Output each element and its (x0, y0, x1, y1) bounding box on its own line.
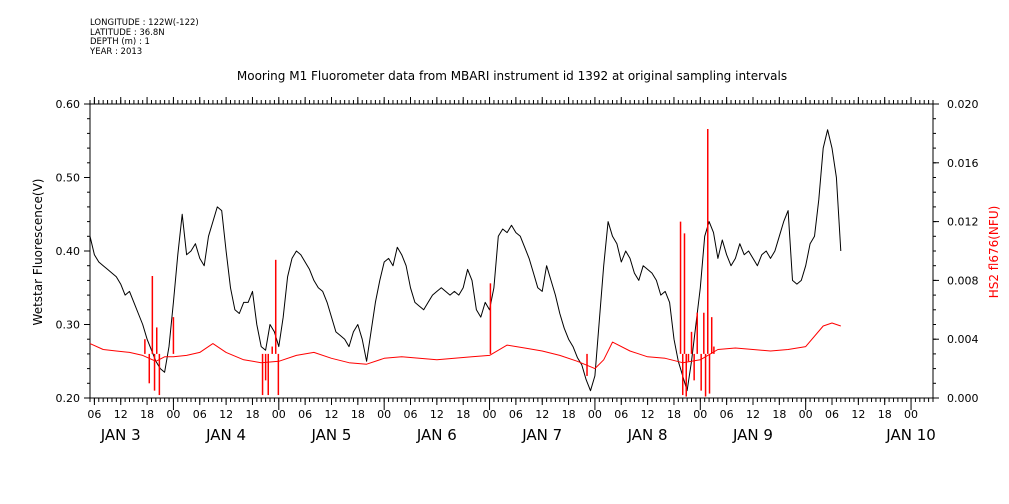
x-hour-tick-label: 12 (114, 408, 128, 421)
x-hour-tick-label: 12 (641, 408, 655, 421)
x-day-label: JAN 5 (311, 426, 352, 444)
y-right-tick-label: 0.016 (947, 157, 979, 170)
plot-frame (89, 103, 934, 399)
x-hour-tick-label: 06 (720, 408, 734, 421)
x-hour-tick-label: 06 (404, 408, 418, 421)
x-hour-tick-label: 00 (166, 408, 180, 421)
y-left-axis-label: Wetstar Fluorescence(V) (31, 179, 45, 326)
x-hour-tick-label: 00 (588, 408, 602, 421)
x-hour-tick-label: 12 (851, 408, 865, 421)
x-hour-tick-label: 00 (693, 408, 707, 421)
x-hour-tick-label: 00 (799, 408, 813, 421)
y-left-tick-label: 0.20 (56, 392, 81, 405)
y-right-tick-label: 0.004 (947, 333, 979, 346)
chart-marks: 06 12 18 00 06 12 18 00 06 12 18 00 06 12 18 00 06 12 18 00… (56, 97, 979, 444)
hs2-fl676-series-line (89, 322, 841, 370)
x-day-label: JAN 4 (205, 426, 246, 444)
x-hour-tick-label: 12 (746, 408, 760, 421)
x-hour-tick-label: 00 (483, 408, 497, 421)
metadata-block: LONGITUDE : 122W(-122) LATITUDE : 36.8N … (90, 18, 199, 57)
x-hour-tick-label: 18 (245, 408, 259, 421)
x-hour-tick-label: 06 (825, 408, 839, 421)
year-text: YEAR : 2013 (90, 46, 143, 57)
x-hour-tick-label: 18 (878, 408, 892, 421)
x-hour-tick-label: 12 (535, 408, 549, 421)
x-hour-tick-label: 18 (140, 408, 154, 421)
wetstar-series-line (89, 129, 842, 392)
y-left-tick-label: 0.30 (56, 319, 81, 332)
x-hour-tick-label: 06 (614, 408, 628, 421)
x-day-label: JAN 8 (627, 426, 668, 444)
x-hour-tick-label: 06 (193, 408, 207, 421)
x-day-label: JAN 7 (521, 426, 562, 444)
x-day-label: JAN 9 (732, 426, 773, 444)
y-left-tick-label: 0.60 (56, 98, 81, 111)
x-hour-tick-label: 00 (904, 408, 918, 421)
y-right-tick-label: 0.020 (947, 98, 979, 111)
y-right-tick-label: 0.008 (947, 274, 979, 287)
latitude-text: LATITUDE : 36.8N (90, 27, 165, 38)
y-left-tick-label: 0.50 (56, 172, 81, 185)
x-day-label: JAN 3 (100, 426, 141, 444)
chart-title: Mooring M1 Fluorometer data from MBARI i… (237, 69, 787, 83)
y-left-tick-label: 0.40 (56, 245, 81, 258)
x-hour-tick-label: 06 (298, 408, 312, 421)
x-day-label: JAN 6 (416, 426, 457, 444)
x-hour-tick-label: 18 (772, 408, 786, 421)
x-hour-tick-label: 00 (377, 408, 391, 421)
x-hour-tick-label: 18 (562, 408, 576, 421)
x-hour-tick-label: 18 (667, 408, 681, 421)
x-hour-tick-label: 12 (324, 408, 338, 421)
depth-text: DEPTH (m) : 1 (90, 37, 150, 47)
y-right-tick-label: 0.000 (947, 392, 979, 405)
longitude-text: LONGITUDE : 122W(-122) (90, 18, 199, 28)
x-hour-tick-label: 06 (509, 408, 523, 421)
x-hour-tick-label: 18 (456, 408, 470, 421)
y-right-axis-label: HS2 fl676(NFU) (987, 206, 1001, 299)
x-hour-tick-label: 18 (351, 408, 365, 421)
x-hour-tick-label: 06 (87, 408, 101, 421)
x-hour-tick-label: 12 (219, 408, 233, 421)
x-hour-tick-label: 12 (430, 408, 444, 421)
x-hour-tick-label: 00 (272, 408, 286, 421)
y-right-tick-label: 0.012 (947, 216, 979, 229)
x-day-label: JAN 10 (885, 426, 936, 444)
